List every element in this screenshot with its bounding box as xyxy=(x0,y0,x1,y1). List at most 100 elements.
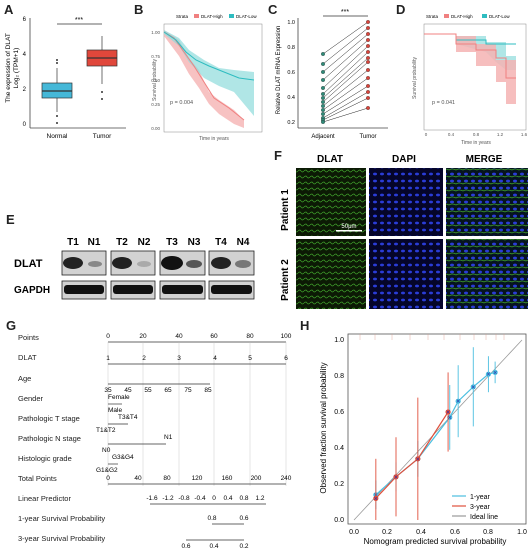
panel-label-g: G xyxy=(6,318,17,333)
calib-point xyxy=(492,369,498,375)
panel-d-xtick-12: 1.2 xyxy=(497,132,504,137)
panel-d-legend-high: DLAT-High xyxy=(451,14,473,19)
nomo-1y-ticks: 0.8 0.6 xyxy=(207,515,248,522)
nomo-lp-ticks: -1.6 -1.2 -0.8 -0.4 0 0.4 0.8 1.2 xyxy=(146,495,264,502)
svg-text:40: 40 xyxy=(134,475,142,482)
nomo-points-ticks: 0 20 40 60 80 100 xyxy=(106,333,292,340)
panel-h-xlabel: Nomogram predicted survival probability xyxy=(364,537,507,546)
calib-marker: × xyxy=(416,456,420,463)
svg-text:-1.2: -1.2 xyxy=(162,495,174,502)
nomo-row-labels: Points DLAT Age Gender Pathologic T stag… xyxy=(18,333,105,543)
panel-a-ytick-2: 2 xyxy=(23,87,27,93)
lane-t1: T1 xyxy=(67,237,79,248)
panel-b-ytick-050: 0.50 xyxy=(151,78,160,83)
panel-b-ylabel: Survival probability xyxy=(152,59,158,101)
calib-point xyxy=(373,495,379,501)
panel-label-h: H xyxy=(300,318,310,333)
panel-h-yticks: 0.0 0.2 0.4 0.6 0.8 1.0 xyxy=(334,337,344,524)
svg-text:100: 100 xyxy=(281,333,292,340)
panel-f-if: DLAT DAPI MERGE Patient 1 Patient 2 50μm xyxy=(280,154,528,309)
panel-label-e: E xyxy=(6,212,15,227)
svg-text:20: 20 xyxy=(139,333,147,340)
calib-point xyxy=(415,456,421,462)
panel-d-xtick-0: 0 xyxy=(425,132,428,137)
panel-c-ytick-10: 1.0 xyxy=(287,20,295,26)
panel-c-ytick-04: 0.4 xyxy=(287,95,295,101)
if-row-patient2: Patient 2 xyxy=(280,259,291,301)
nomo-tstage-t3t4: T3&T4 xyxy=(118,414,138,421)
svg-text:0: 0 xyxy=(212,495,216,502)
nomo-nstage-n1: N1 xyxy=(164,434,173,441)
panel-label-c: C xyxy=(268,2,278,17)
svg-text:0.4: 0.4 xyxy=(223,495,232,502)
svg-text:0.0: 0.0 xyxy=(334,517,344,524)
lane-n1: N1 xyxy=(88,237,101,248)
svg-text:Linear Predictor: Linear Predictor xyxy=(18,494,71,503)
panel-d-legend-strata: Strata xyxy=(426,14,439,19)
calib-marker: × xyxy=(486,372,490,379)
svg-text:1-year Survival Probability: 1-year Survival Probability xyxy=(18,514,105,523)
panel-a-ylabel-2: Log₂ (TPM+1) xyxy=(13,48,20,89)
svg-text:-1.6: -1.6 xyxy=(146,495,158,502)
svg-text:-0.8: -0.8 xyxy=(178,495,190,502)
panel-c-ylabel: Relative DLAT mRNA Expression xyxy=(276,26,282,114)
if-col-merge: MERGE xyxy=(466,154,503,165)
panel-c-pair-lines xyxy=(322,21,369,123)
panel-a-ytick-6: 6 xyxy=(23,17,27,23)
row-dlat: DLAT xyxy=(14,258,43,270)
svg-text:120: 120 xyxy=(192,475,203,482)
panel-b-ytick-100: 1.00 xyxy=(151,30,160,35)
if-p1-merge xyxy=(446,168,528,236)
panel-d-xtick-04: 0.4 xyxy=(448,132,455,137)
svg-text:0.8: 0.8 xyxy=(334,373,344,380)
svg-text:0.4: 0.4 xyxy=(334,445,344,452)
svg-text:Gender: Gender xyxy=(18,394,44,403)
lane-t2: T2 xyxy=(116,237,128,248)
svg-text:1-year: 1-year xyxy=(470,494,491,501)
svg-text:0: 0 xyxy=(106,475,110,482)
svg-text:75: 75 xyxy=(184,387,192,394)
svg-text:80: 80 xyxy=(246,333,254,340)
if-row-patient1: Patient 1 xyxy=(280,189,291,231)
panel-c-ytick-02: 0.2 xyxy=(287,120,295,126)
svg-text:3-year: 3-year xyxy=(470,504,491,511)
calib-marker: × xyxy=(394,474,398,481)
panel-e-western: T1 N1 T2 N2 T3 N3 T4 N4 DLAT GAPDH xyxy=(14,237,255,300)
svg-text:-0.4: -0.4 xyxy=(194,495,206,502)
panel-a-ylabel-1: The expression of DLAT xyxy=(5,33,12,103)
svg-text:4: 4 xyxy=(213,355,217,362)
nomo-gridlines xyxy=(107,342,287,486)
panel-c-tumor-points xyxy=(366,20,370,110)
lane-t3: T3 xyxy=(166,237,178,248)
svg-text:Points: Points xyxy=(18,333,39,342)
panel-b-legend-low: DLAT-Low xyxy=(236,14,257,19)
svg-text:160: 160 xyxy=(222,475,233,482)
svg-text:5: 5 xyxy=(248,355,252,362)
svg-text:0.2: 0.2 xyxy=(334,481,344,488)
nomo-gender-male: Male xyxy=(108,407,122,414)
nomo-3y-ticks: 0.6 0.4 0.2 xyxy=(181,543,248,550)
svg-text:Pathologic T stage: Pathologic T stage xyxy=(18,414,80,423)
panel-b-xlabel: Time in years xyxy=(199,136,229,142)
svg-text:65: 65 xyxy=(164,387,172,394)
lane-n2: N2 xyxy=(138,237,151,248)
nomo-gender-female: Female xyxy=(108,394,130,401)
nomo-grade-g1g2: G1&G2 xyxy=(96,467,118,474)
svg-text:0.6: 0.6 xyxy=(181,543,190,550)
panel-d-legend-low: DLAT-Low xyxy=(489,14,510,19)
panel-c-group-adjacent: Adjacent xyxy=(311,134,335,140)
panel-a-group-tumor: Tumor xyxy=(93,133,112,140)
nomo-grade-g3g4: G3&G4 xyxy=(112,454,134,461)
nomo-age-ticks: 35 45 55 65 75 85 xyxy=(104,387,212,394)
calib-point xyxy=(470,384,476,390)
panel-label-f: F xyxy=(274,148,282,163)
svg-text:1.0: 1.0 xyxy=(334,337,344,344)
svg-text:Total Points: Total Points xyxy=(18,474,57,483)
panel-b-ytick-075: 0.75 xyxy=(151,54,160,59)
if-p2-merge xyxy=(446,239,528,309)
calib-marker: × xyxy=(374,496,378,503)
panel-d-xtick-08: 0.8 xyxy=(473,132,480,137)
panel-label-a: A xyxy=(4,2,14,17)
panel-b-pvalue: p = 0.004 xyxy=(170,100,193,106)
gapdh-blots xyxy=(61,280,255,300)
